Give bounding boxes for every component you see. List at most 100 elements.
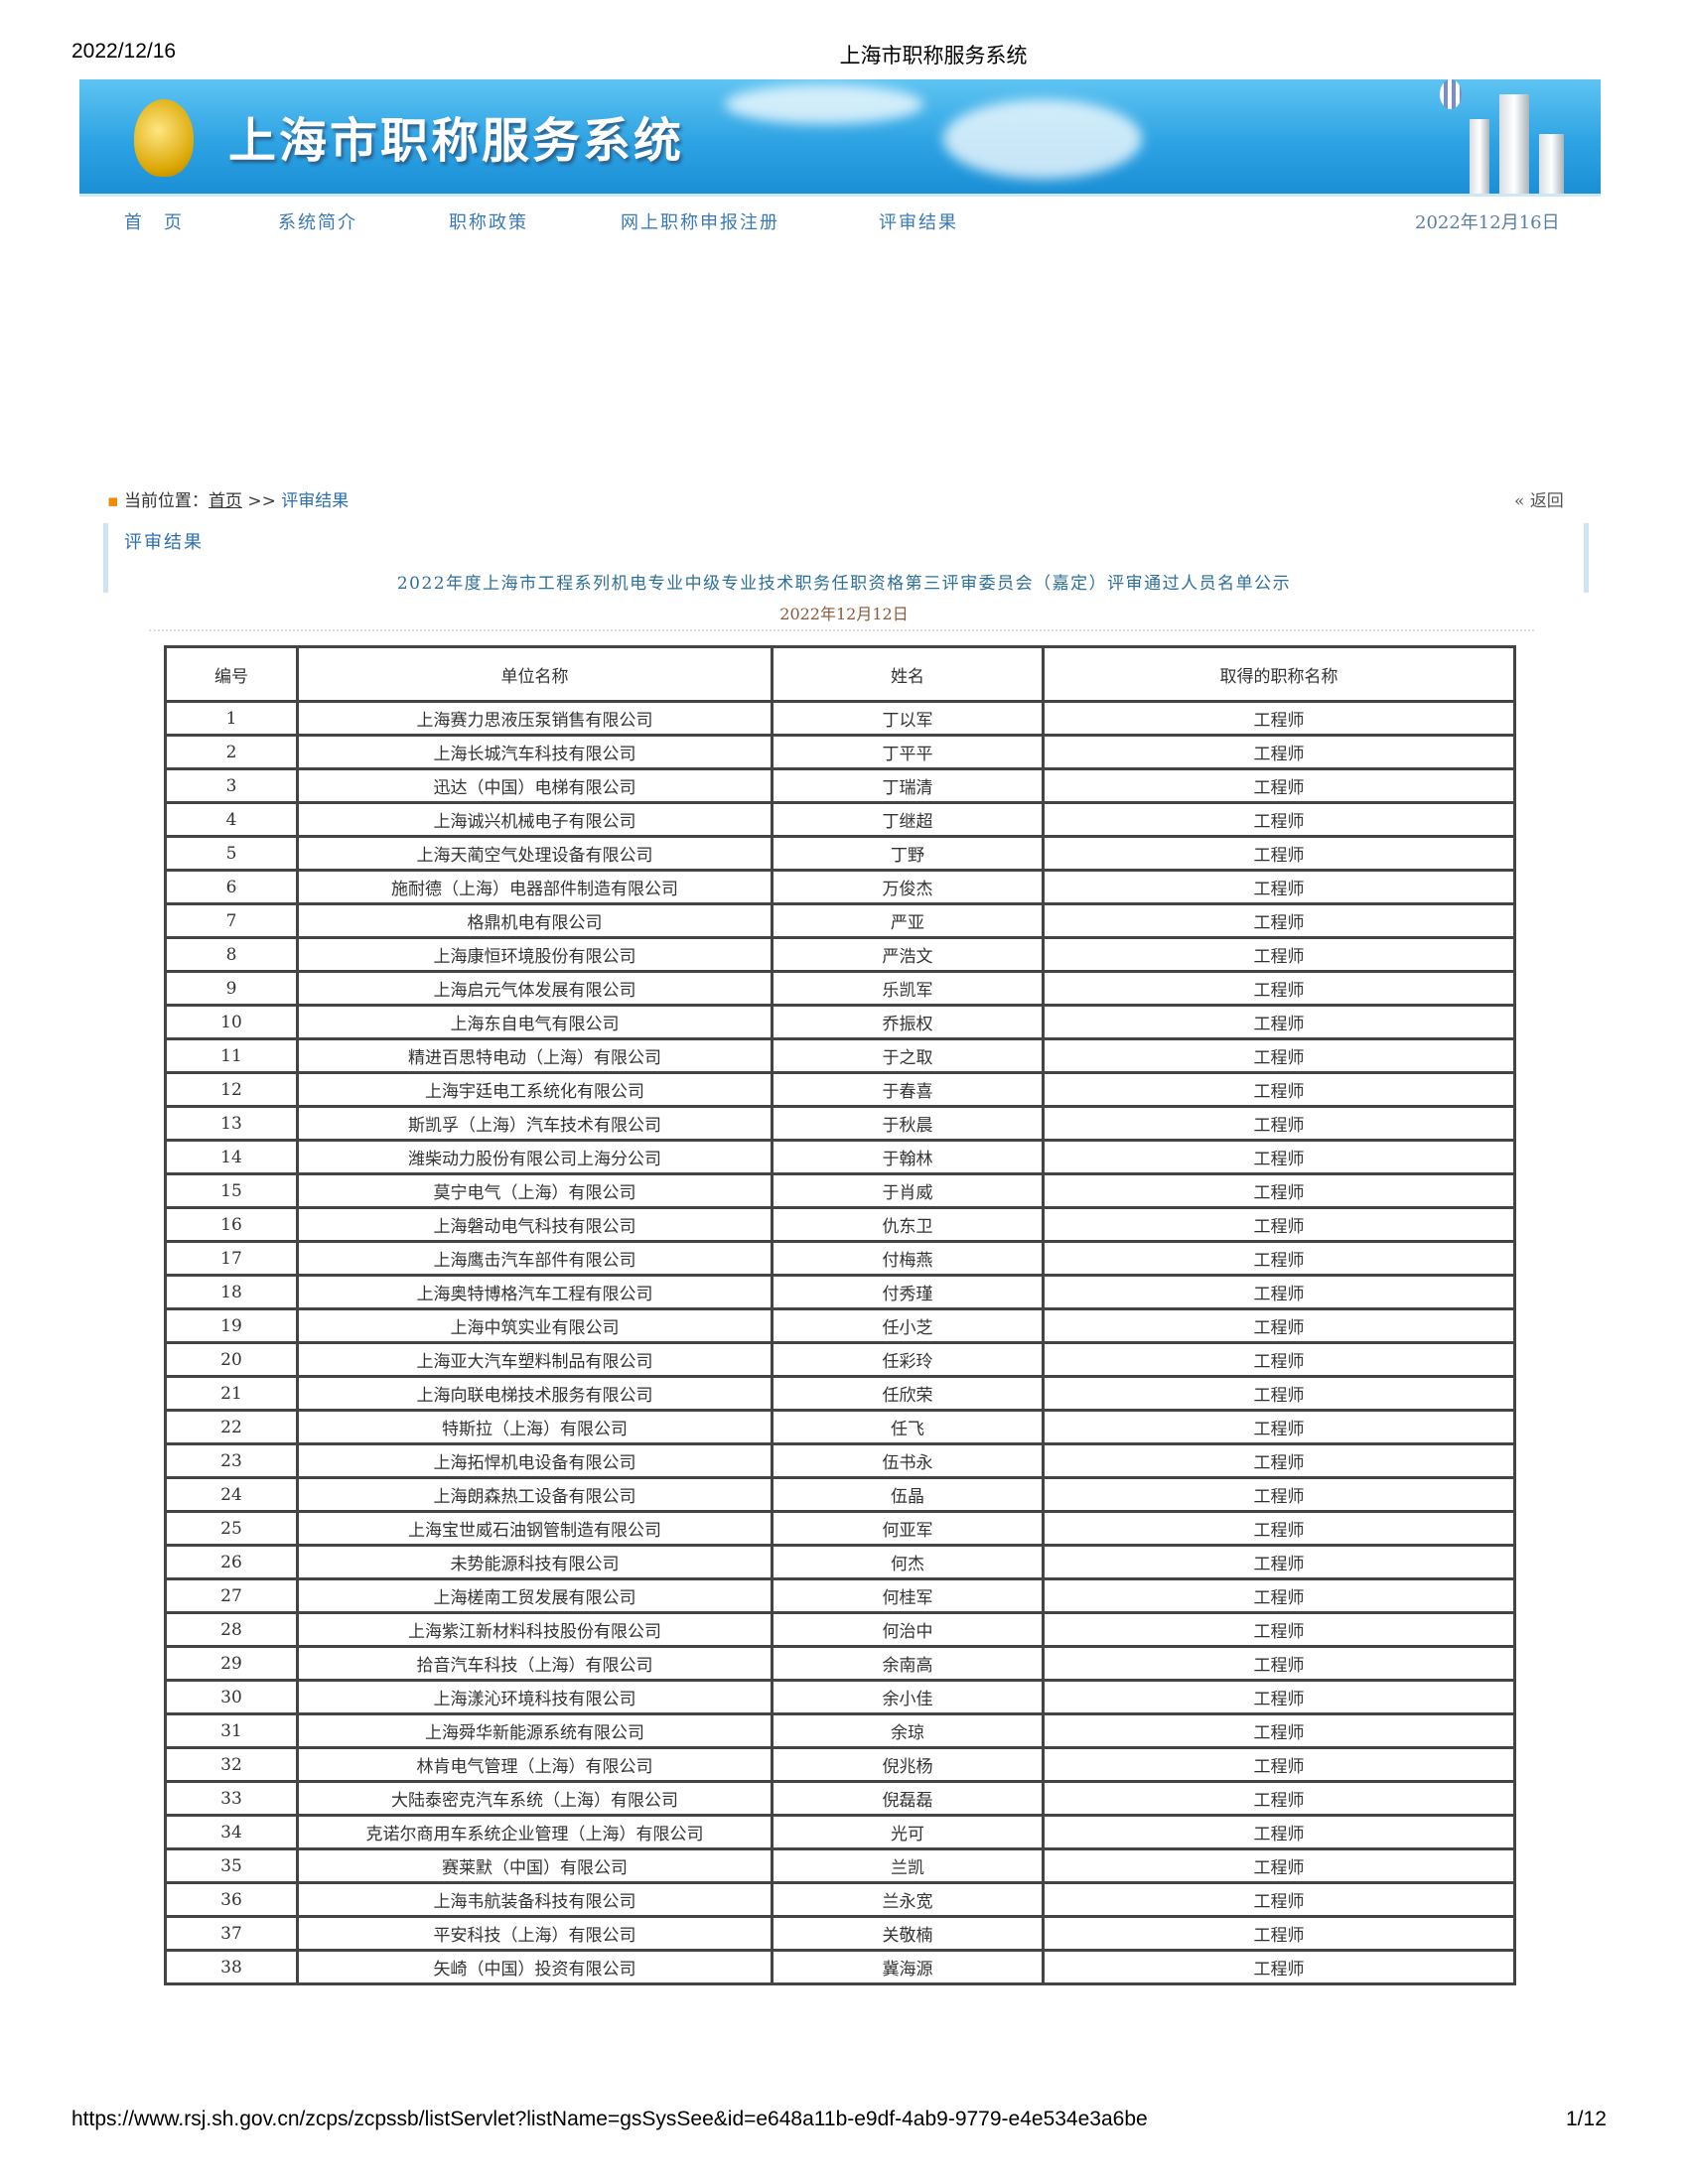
qualification-title: 工程师 (1042, 1240, 1516, 1277)
company-name: 格鼎机电有限公司 (296, 902, 774, 939)
row-number: 15 (164, 1172, 299, 1209)
company-name: 上海拓悍机电设备有限公司 (296, 1442, 774, 1479)
row-number: 35 (164, 1847, 299, 1884)
row-number: 22 (164, 1409, 299, 1445)
person-name: 丁瑞清 (771, 767, 1045, 804)
row-number: 8 (164, 936, 299, 973)
nav-policy[interactable]: 职称政策 (449, 212, 528, 233)
person-name: 伍晶 (771, 1476, 1045, 1513)
nav-intro[interactable]: 系统简介 (278, 212, 357, 233)
table-row: 14 潍柴动力股份有限公司上海分公司 于翰林 工程师 (164, 1139, 1516, 1175)
emblem-logo (134, 99, 194, 177)
company-name: 上海东自电气有限公司 (296, 1004, 774, 1040)
person-name: 仇东卫 (771, 1206, 1045, 1243)
qualification-title: 工程师 (1042, 1679, 1516, 1715)
bullet-icon: ▪ (107, 491, 119, 511)
company-name: 上海韦航装备科技有限公司 (296, 1881, 774, 1918)
header-company: 单位名称 (296, 645, 774, 703)
qualification-title: 工程师 (1042, 835, 1516, 872)
breadcrumb: ▪ 当前位置：首页 >> 评审结果 (107, 486, 349, 511)
person-name: 冀海源 (771, 1949, 1045, 1985)
table-row: 21 上海向联电梯技术服务有限公司 任欣荣 工程师 (164, 1375, 1516, 1412)
person-name: 丁平平 (771, 734, 1045, 770)
table-row: 13 斯凯孚（上海）汽车技术有限公司 于秋晨 工程师 (164, 1105, 1516, 1142)
qualification-title: 工程师 (1042, 1780, 1516, 1817)
company-name: 大陆泰密克汽车系统（上海）有限公司 (296, 1780, 774, 1817)
person-name: 万俊杰 (771, 869, 1045, 905)
row-number: 38 (164, 1949, 299, 1985)
table-row: 37 平安科技（上海）有限公司 关敬楠 工程师 (164, 1915, 1516, 1952)
row-number: 3 (164, 767, 299, 804)
table-row: 38 矢崎（中国）投资有限公司 冀海源 工程师 (164, 1949, 1516, 1985)
table-row: 7 格鼎机电有限公司 严亚 工程师 (164, 902, 1516, 939)
row-number: 13 (164, 1105, 299, 1142)
print-url: https://www.rsj.sh.gov.cn/zcps/zcpssb/li… (71, 2108, 1148, 2130)
table-row: 8 上海康恒环境股份有限公司 严浩文 工程师 (164, 936, 1516, 973)
qualification-title: 工程师 (1042, 1375, 1516, 1412)
qualification-title: 工程师 (1042, 1442, 1516, 1479)
person-name: 付梅燕 (771, 1240, 1045, 1277)
qualification-title: 工程师 (1042, 1814, 1516, 1850)
table-row: 3 迅达（中国）电梯有限公司 丁瑞清 工程师 (164, 767, 1516, 804)
qualification-title: 工程师 (1042, 1274, 1516, 1310)
table-row: 24 上海朗森热工设备有限公司 伍晶 工程师 (164, 1476, 1516, 1513)
breadcrumb-home-link[interactable]: 首页 (208, 491, 242, 511)
company-name: 上海康恒环境股份有限公司 (296, 936, 774, 973)
person-name: 倪磊磊 (771, 1780, 1045, 1817)
back-link[interactable]: « 返回 (1514, 486, 1564, 511)
person-name: 于之取 (771, 1037, 1045, 1074)
person-name: 任飞 (771, 1409, 1045, 1445)
double-chevron-left-icon: « (1514, 491, 1525, 511)
notice-heading: 2022年度上海市工程系列机电专业中级专业技术职务任职资格第三评审委员会（嘉定）… (396, 574, 1292, 594)
row-number: 19 (164, 1307, 299, 1344)
person-name: 丁野 (771, 835, 1045, 872)
table-row: 28 上海紫江新材料科技股份有限公司 何治中 工程师 (164, 1611, 1516, 1648)
row-number: 20 (164, 1341, 299, 1378)
table-row: 6 施耐德（上海）电器部件制造有限公司 万俊杰 工程师 (164, 869, 1516, 905)
row-number: 18 (164, 1274, 299, 1310)
header-number: 编号 (164, 645, 299, 703)
row-number: 2 (164, 734, 299, 770)
row-number: 28 (164, 1611, 299, 1648)
table-row: 9 上海启元气体发展有限公司 乐凯军 工程师 (164, 970, 1516, 1007)
company-name: 精进百思特电动（上海）有限公司 (296, 1037, 774, 1074)
nav-home[interactable]: 首 页 (124, 212, 184, 233)
table-row: 26 未势能源科技有限公司 何杰 工程师 (164, 1544, 1516, 1580)
row-number: 29 (164, 1645, 299, 1682)
nav-results[interactable]: 评审结果 (879, 212, 958, 233)
person-name: 兰凯 (771, 1847, 1045, 1884)
person-name: 余琼 (771, 1712, 1045, 1749)
company-name: 上海宝世威石油钢管制造有限公司 (296, 1510, 774, 1547)
row-number: 12 (164, 1071, 299, 1108)
company-name: 赛莱默（中国）有限公司 (296, 1847, 774, 1884)
qualification-title: 工程师 (1042, 1510, 1516, 1547)
back-label: 返回 (1529, 491, 1564, 511)
site-banner: 上海市职称服务系统 (79, 79, 1601, 197)
qualification-title: 工程师 (1042, 1105, 1516, 1142)
person-name: 任小芝 (771, 1307, 1045, 1344)
table-row: 19 上海中筑实业有限公司 任小芝 工程师 (164, 1307, 1516, 1344)
company-name: 未势能源科技有限公司 (296, 1544, 774, 1580)
breadcrumb-current: 评审结果 (281, 491, 350, 511)
qualification-title: 工程师 (1042, 1915, 1516, 1952)
qualification-title: 工程师 (1042, 936, 1516, 973)
nav-register[interactable]: 网上职称申报注册 (621, 212, 779, 233)
table-row: 2 上海长城汽车科技有限公司 丁平平 工程师 (164, 734, 1516, 770)
person-name: 倪兆杨 (771, 1746, 1045, 1783)
person-name: 乐凯军 (771, 970, 1045, 1007)
qualification-title: 工程师 (1042, 1645, 1516, 1682)
company-name: 克诺尔商用车系统企业管理（上海）有限公司 (296, 1814, 774, 1850)
row-number: 36 (164, 1881, 299, 1918)
person-name: 关敬楠 (771, 1915, 1045, 1952)
person-name: 于秋晨 (771, 1105, 1045, 1142)
company-name: 上海磐动电气科技有限公司 (296, 1206, 774, 1243)
person-name: 何治中 (771, 1611, 1045, 1648)
section-title: 评审结果 (124, 532, 204, 553)
person-name: 于翰林 (771, 1139, 1045, 1175)
person-name: 兰永宽 (771, 1881, 1045, 1918)
table-row: 1 上海赛力思液压泵销售有限公司 丁以军 工程师 (164, 700, 1516, 737)
table-row: 27 上海槎南工贸发展有限公司 何桂军 工程师 (164, 1577, 1516, 1614)
row-number: 5 (164, 835, 299, 872)
person-name: 丁以军 (771, 700, 1045, 737)
company-name: 上海启元气体发展有限公司 (296, 970, 774, 1007)
